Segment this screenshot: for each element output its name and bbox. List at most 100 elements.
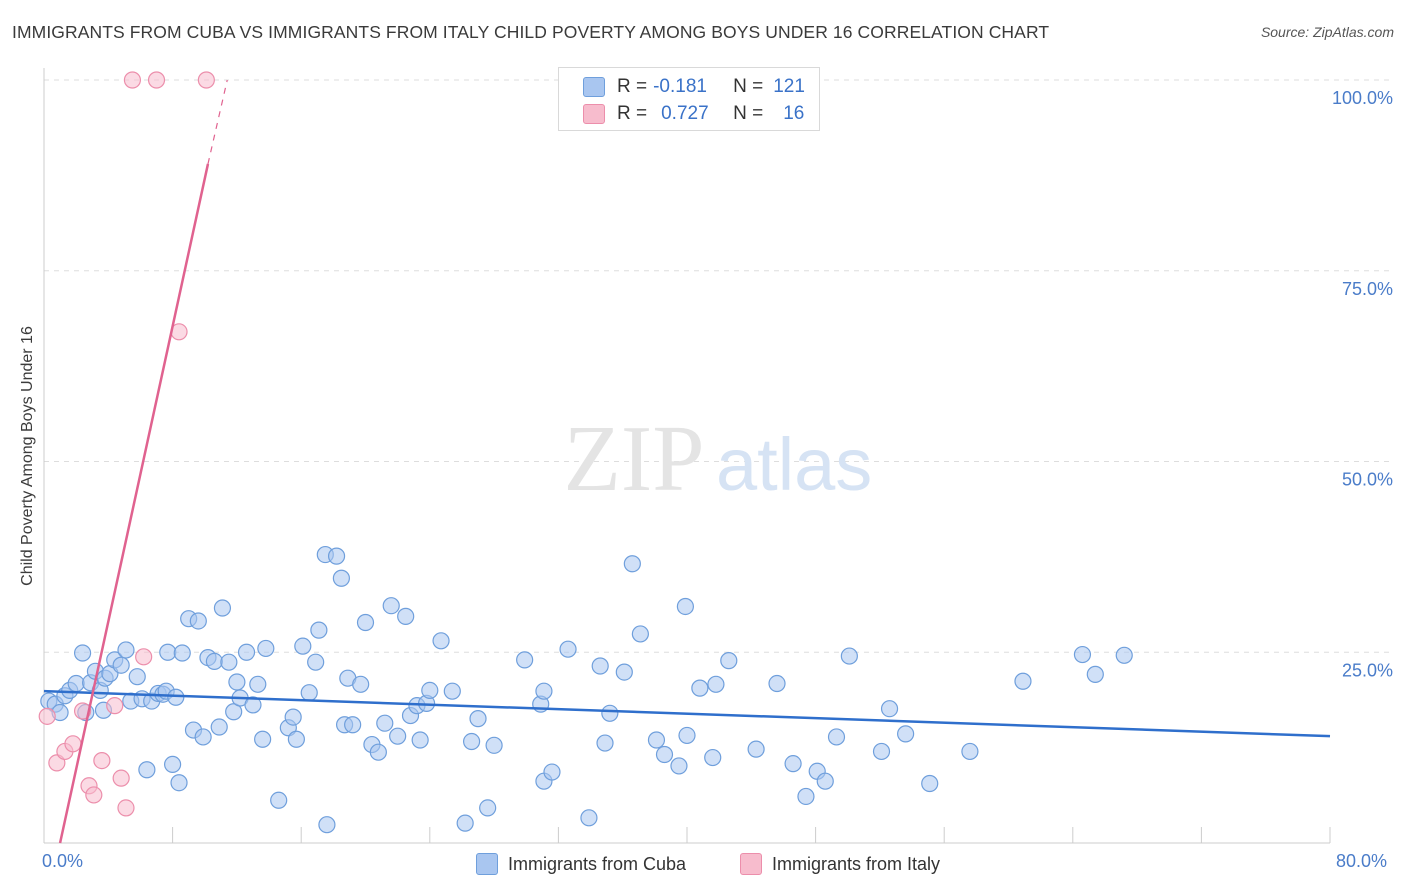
bottom-legend-cuba[interactable]: Immigrants from Cuba [476, 851, 686, 877]
cuba-point [784, 755, 802, 773]
watermark: ZIP atlas [564, 407, 873, 511]
legend-n-label: N = [733, 76, 764, 97]
cuba-point [559, 640, 577, 658]
cuba-point [173, 644, 191, 662]
legend-swatch-italy [583, 104, 605, 124]
bottom-legend-italy[interactable]: Immigrants from Italy [740, 851, 940, 877]
italy-point [135, 648, 153, 666]
correlation-legend: R = -0.181 N = 121 R = 0.727 N = 16 [558, 67, 820, 131]
cuba-point [768, 674, 786, 693]
cuba-point [678, 726, 696, 745]
cuba-point [897, 725, 915, 743]
cuba-point [67, 674, 85, 693]
cuba-point [704, 748, 722, 767]
cuba-point [356, 613, 375, 632]
legend-r-value: -0.181 [653, 76, 707, 97]
cuba-point [479, 799, 497, 817]
cuba-point [194, 728, 212, 746]
cuba-point [369, 743, 387, 761]
cuba-point [300, 684, 318, 702]
cuba-point [382, 597, 400, 615]
y-axis-label: Child Poverty Among Boys Under 16 [19, 326, 36, 586]
cuba-point [707, 675, 725, 693]
cuba-point [189, 612, 207, 630]
cuba-point [797, 787, 815, 806]
cuba-point [327, 547, 346, 565]
cuba-point [287, 730, 305, 748]
y-tick-label: 25.0% [1342, 660, 1393, 680]
cuba-point [543, 763, 561, 781]
x-axis-min-label: 0.0% [42, 851, 84, 871]
cuba-point [213, 599, 232, 617]
italy-trend-line [58, 163, 210, 844]
cuba-point [631, 625, 649, 643]
grid-lines [44, 79, 1392, 653]
cuba-point [159, 643, 177, 661]
cuba-point [318, 816, 336, 834]
cuba-point [164, 755, 182, 774]
cuba-point [462, 732, 481, 751]
axes: 100.0% 75.0% 50.0% 25.0% [43, 68, 1393, 844]
cuba-point [1073, 645, 1092, 664]
cuba-trend-line [43, 689, 1331, 738]
legend-n-value: 16 [783, 103, 805, 124]
italy-point [197, 71, 215, 89]
cuba-point [332, 569, 350, 587]
cuba-point [921, 774, 939, 793]
legend-swatch-cuba [583, 77, 605, 97]
legend-r-label: R = [617, 103, 648, 124]
cuba-point [827, 728, 846, 746]
cuba-point [840, 647, 858, 665]
cuba-point [1014, 672, 1032, 690]
cuba-point [344, 716, 362, 734]
cuba-point [647, 731, 666, 749]
cuba-point [270, 791, 288, 809]
italy-point [38, 707, 56, 725]
cuba-point [580, 809, 598, 827]
cuba-point [397, 607, 415, 625]
cuba-point [112, 656, 130, 674]
source-label: Source: ZipAtlas.com [1260, 24, 1394, 40]
cuba-point [961, 742, 979, 761]
cuba-point [352, 675, 370, 693]
italy-point [106, 697, 124, 715]
cuba-point [294, 637, 312, 655]
italy-point [117, 799, 135, 817]
cuba-point [601, 704, 619, 722]
cuba-point [210, 718, 228, 736]
x-axis-max-label: 80.0% [1336, 851, 1388, 871]
cuba-point [1115, 646, 1133, 664]
cuba-point [307, 653, 325, 671]
cuba-point [310, 621, 328, 639]
watermark-atlas: atlas [716, 423, 872, 506]
legend-row-italy: R = 0.727 N = 16 [583, 102, 805, 126]
cuba-point [220, 653, 238, 671]
italy-trend-line-extension [207, 79, 228, 165]
legend-r-value: 0.727 [661, 103, 709, 124]
bottom-legend-swatch-cuba [476, 853, 498, 875]
bottom-legend-swatch-italy [740, 853, 762, 875]
cuba-point [535, 682, 553, 700]
cuba-point [485, 736, 503, 754]
watermark-zip: ZIP [564, 407, 705, 511]
italy-point [123, 71, 142, 89]
chart-title: IMMIGRANTS FROM CUBA VS IMMIGRANTS FROM … [12, 22, 1050, 42]
cuba-point [228, 673, 246, 691]
bottom-legend-label-italy: Immigrants from Italy [772, 853, 941, 874]
legend-n-label: N = [733, 103, 764, 124]
cuba-point [880, 700, 899, 718]
cuba-point [516, 651, 534, 669]
cuba-point [167, 688, 185, 706]
italy-point [147, 71, 166, 89]
cuba-point [73, 644, 92, 662]
cuba-point [376, 714, 394, 732]
y-tick-label: 75.0% [1342, 279, 1393, 299]
cuba-point [615, 663, 633, 681]
cuba-point [411, 731, 429, 749]
cuba-point [655, 745, 674, 764]
italy-point [85, 786, 103, 804]
cuba-point [138, 761, 156, 779]
cuba-point [816, 772, 834, 790]
cuba-point [443, 682, 461, 700]
